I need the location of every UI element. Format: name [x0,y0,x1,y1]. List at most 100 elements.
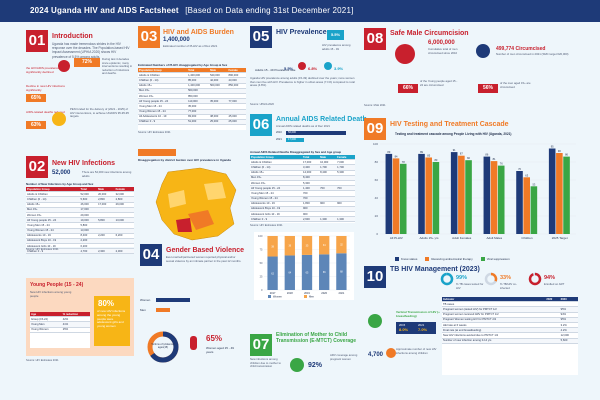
trend-data-label: 36 [288,245,291,248]
trend-legend-label: Men [309,295,315,299]
trend-bar-segment [319,254,330,290]
new-infections-cell: Men 15+ [26,207,80,213]
trend-data-label: 32 [340,244,343,247]
new-infections-cell: 4,700 [79,248,98,255]
cascade-data-label: 85 [427,154,430,158]
new-infections-cell: 17,000 [79,207,98,213]
new-infections-cell: 29,000 [114,202,134,208]
deaths-source: Source: HIV Estimates 2021 [250,224,283,227]
young-people-col-header: % reduction [61,312,90,318]
new-infections-cell: 17,000 [97,202,115,208]
section-07-number: 07 [250,334,272,356]
new-infections-cell: All Young people 15 - 24 [26,217,80,224]
new-infections-cell [97,207,115,213]
decline-icon [58,60,70,72]
burden-row: All Young people 15 - 24 110,000 35,000 77,… [138,98,246,105]
cascade-bar [530,186,538,234]
trend-bar-segment [319,236,330,255]
burden-cell: 890,000 [227,72,246,79]
deaths-cell: 900 [302,206,320,213]
burden-row: All Adolescents 10 - 19 83,000 38,000 45,00… [138,114,246,120]
burden-cell: Women 15+ [138,93,188,100]
tb-cell: New HIV infections averted due to PMTCT … [442,332,546,339]
deaths-cell [319,196,337,202]
new-infections-title: New HIV Infections [52,160,116,167]
new-infections-cell: 32,000 [114,191,134,198]
map-legend-label: Prevalence [141,159,157,163]
new-infections-cell: 13,000 [79,228,98,234]
cascade-data-label: 76 [500,162,503,166]
section-09-number: 09 [364,118,386,140]
cascade-bar [432,162,440,234]
intro-side-text: During last 4 decades since epidemic, ma… [102,57,133,76]
cascade-bar [523,177,530,234]
trend-bar-segment [336,236,347,254]
new-infections-cell: Adolescent Girls 10 - 19 [26,243,80,250]
woman-figure-icon [190,336,197,350]
burden-cell: Children 0 - 9 [138,119,188,126]
cascade-legend-swatch [480,256,485,261]
new-infections-row: Adolescent Boys 10 - 19 2,200 [26,238,134,245]
trend-y-tick: 50 [260,261,263,265]
trend-bar-segment [284,255,295,290]
cascade-bar [516,171,523,234]
burden-cell [227,109,246,115]
tb-col-header: 2022 [545,297,560,303]
burden-cell [209,93,228,100]
deaths-cell [336,180,355,187]
burden-table: Population Group Total Male Female Adults & … [138,68,246,126]
burden-header-row: Population Group Total Male Female [138,68,246,74]
cascade-bar [399,163,407,234]
new-infections-cell: Adults 15+ [26,202,80,208]
new-infections-col-header: Male [97,187,115,193]
deaths-cell: 5,300 [302,180,320,187]
deaths-cell: 17,000 [302,159,320,166]
new-infections-cell: Adolescent Boys 10 - 19 [26,238,80,245]
deaths-cell: 900 [336,201,355,207]
gbv-bar-label-women: Women [140,298,151,302]
gbv-bar-label-men: Men [140,308,146,312]
burden-cell: 51,000 [187,119,210,126]
burden-row: Young Women 15 - 24 77,000 [138,109,246,115]
smc-pct1-label: of the Young people aged 15 - 24 are cir… [420,79,458,87]
new-infections-cell [114,243,134,250]
tb-cell: Final rate (at end breastfeeding) [442,327,546,334]
burden-cell: Children (0 - 14) [138,77,188,84]
new-infections-cell [114,238,134,245]
new-infections-cell: 19,000 [79,217,98,224]
deaths-table: Population Group Total Male Female Adults & … [250,155,355,223]
deaths-cell [319,211,337,218]
tb-pct3: 94% [544,275,556,281]
deaths-cell: 1,700 [336,164,355,171]
deaths-bar-value-0: 56,000 [288,131,296,134]
new-infections-row: Children 0 - 9 4,700 2,300 2,300 [26,248,134,255]
new-infections-cell [97,212,115,219]
emtct-stat3-label: Approximate number of new HIV infections… [396,347,437,355]
new-infections-cell: Adults & Children [26,191,80,198]
deaths-row: All Young people 15 - 24 1,400 700 700 [250,185,355,192]
new-infections-row: Adolescents 10 - 19 8,400 2,200 6,200 [26,233,134,239]
burden-cell: 25,000 [209,119,228,126]
cascade-bar [392,158,400,234]
burden-cell: 850,000 [227,83,246,89]
gbv-ring-fill [147,331,179,363]
burden-cell: Adults & Children [138,72,188,79]
header-bar: 2024 Uganda HIV and AIDS Factsheet [Base… [0,0,600,22]
deaths-cell: 700 [319,185,337,192]
section-02-number: 02 [26,156,48,178]
burden-cell: 38,000 [209,114,228,120]
tb-table: Indicator 2022 2023 TB cases Pregnant women … [442,297,578,344]
tb-pct2-label: % TB/HIV co-infected [500,282,517,290]
intro-note: PEN funded for the delivery of (2021 - 2… [70,107,129,119]
deaths-cell: 1,800 [302,201,320,207]
tb-pct1-ring [440,272,454,286]
new-infections-cell: 6,200 [114,233,134,239]
young-people-cell: Young Men [30,321,62,328]
burden-cell: Young Women 15 - 24 [138,109,188,115]
tb-cell: 3.2% [559,322,578,329]
trend-data-label: 38 [271,245,274,248]
deaths-bar-label-1: 2021 [276,138,282,141]
burden-cell [227,103,246,110]
section-10-number: 10 [364,266,386,288]
deaths-cell: Young Women 15 - 24 [250,196,302,202]
